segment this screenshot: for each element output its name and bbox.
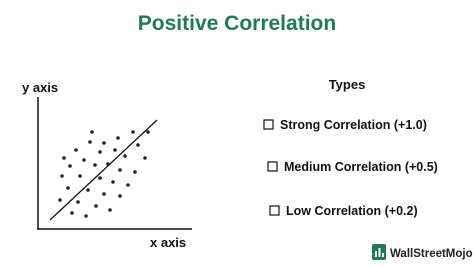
dot: [88, 140, 92, 144]
dot: [84, 214, 88, 218]
dot: [94, 204, 98, 208]
scatter-diagram: y axis x axis: [22, 80, 192, 250]
dot: [68, 164, 72, 168]
dot: [58, 198, 62, 202]
dot: [123, 154, 127, 158]
dot: [62, 156, 66, 160]
type-item: Low Correlation (+0.2): [286, 204, 418, 218]
dot: [133, 170, 137, 174]
dot: [82, 158, 86, 162]
checkbox: [267, 161, 278, 172]
dot: [98, 150, 102, 154]
dot: [118, 194, 122, 198]
dot: [66, 186, 70, 190]
dot: [131, 130, 135, 134]
x-axis-label: x axis: [150, 235, 186, 250]
dot: [102, 192, 106, 196]
checkbox: [269, 205, 280, 216]
dot: [113, 148, 117, 152]
type-item: Medium Correlation (+0.5): [284, 160, 438, 174]
dot: [90, 130, 94, 134]
dot: [98, 176, 102, 180]
dot: [118, 168, 122, 172]
type-item: Strong Correlation (+1.0): [280, 118, 427, 132]
dot: [86, 188, 90, 192]
dot: [93, 163, 97, 167]
dot: [146, 130, 150, 134]
logo: WallStreetMojo: [372, 244, 473, 260]
dot: [126, 183, 130, 187]
dot: [78, 174, 82, 178]
dot: [108, 208, 112, 212]
logo-text: WallStreetMojo: [390, 248, 473, 260]
dot: [70, 211, 74, 215]
types-heading: Types: [329, 77, 366, 92]
dot: [74, 148, 78, 152]
checkbox: [263, 119, 274, 130]
scatter-dots: [58, 130, 150, 218]
dot: [116, 136, 120, 140]
dot: [102, 141, 106, 145]
dot: [143, 156, 147, 160]
dot: [60, 174, 64, 178]
dot: [76, 200, 80, 204]
trend-line: [49, 119, 158, 221]
dot: [111, 180, 115, 184]
y-axis-label: y axis: [22, 80, 58, 95]
dot: [106, 162, 110, 166]
dot: [136, 143, 140, 147]
title: Positive Correlation: [138, 12, 336, 35]
